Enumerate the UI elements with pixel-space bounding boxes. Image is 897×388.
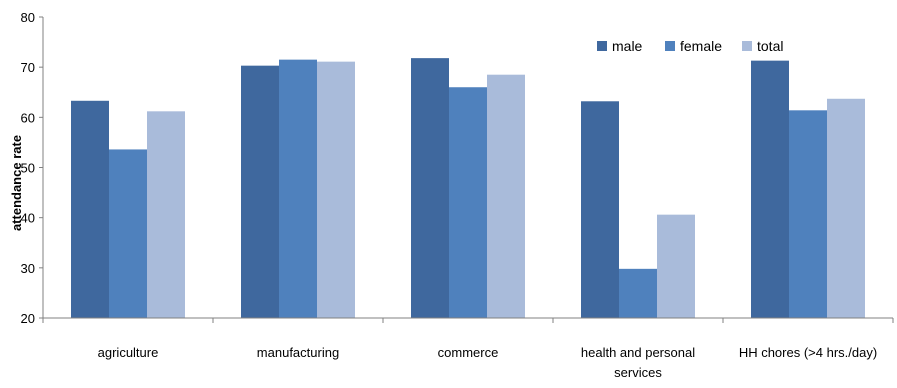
bar-female-1 [279, 59, 317, 319]
bar-male-4 [751, 60, 789, 319]
y-tick-label-20: 20 [21, 311, 35, 326]
legend: male female total [597, 38, 783, 54]
legend-swatch-female [665, 41, 675, 51]
bar-male-3 [581, 101, 619, 318]
y-tick-label-70: 70 [21, 60, 35, 75]
legend-label-male: male [612, 38, 643, 54]
x-category-label-3: health and personal services [581, 345, 695, 380]
bar-male-1 [241, 65, 279, 318]
bar-male-2 [411, 58, 449, 319]
bars-group [71, 58, 865, 319]
y-ticks-group: 20 30 40 50 60 70 80 [21, 10, 43, 326]
bar-female-3 [619, 268, 657, 318]
y-tick-label-30: 30 [21, 261, 35, 276]
y-tick-label-60: 60 [21, 110, 35, 125]
y-tick-label-40: 40 [21, 211, 35, 226]
bar-total-4 [827, 98, 865, 318]
x-category-label-0: agriculture [98, 345, 159, 360]
legend-swatch-male [597, 41, 607, 51]
bar-female-0 [109, 149, 147, 318]
legend-label-female: female [680, 38, 722, 54]
y-tick-label-80: 80 [21, 10, 35, 25]
bar-total-0 [147, 111, 185, 319]
bar-total-2 [487, 74, 525, 318]
x-category-label-1: manufacturing [257, 345, 339, 360]
x-ticks-group: agriculture manufacturing commerce health a… [42, 318, 894, 380]
bar-total-1 [317, 61, 355, 318]
legend-swatch-total [742, 41, 752, 51]
x-category-label-4: HH chores (>4 hrs./day) [739, 345, 877, 360]
x-category-label-2: commerce [438, 345, 499, 360]
bar-female-2 [449, 87, 487, 318]
bar-female-4 [789, 110, 827, 318]
bar-male-0 [71, 100, 109, 318]
y-tick-label-50: 50 [21, 161, 35, 176]
legend-label-total: total [757, 38, 783, 54]
bar-total-3 [657, 214, 695, 318]
y-axis-label: attendance rate [9, 135, 24, 231]
